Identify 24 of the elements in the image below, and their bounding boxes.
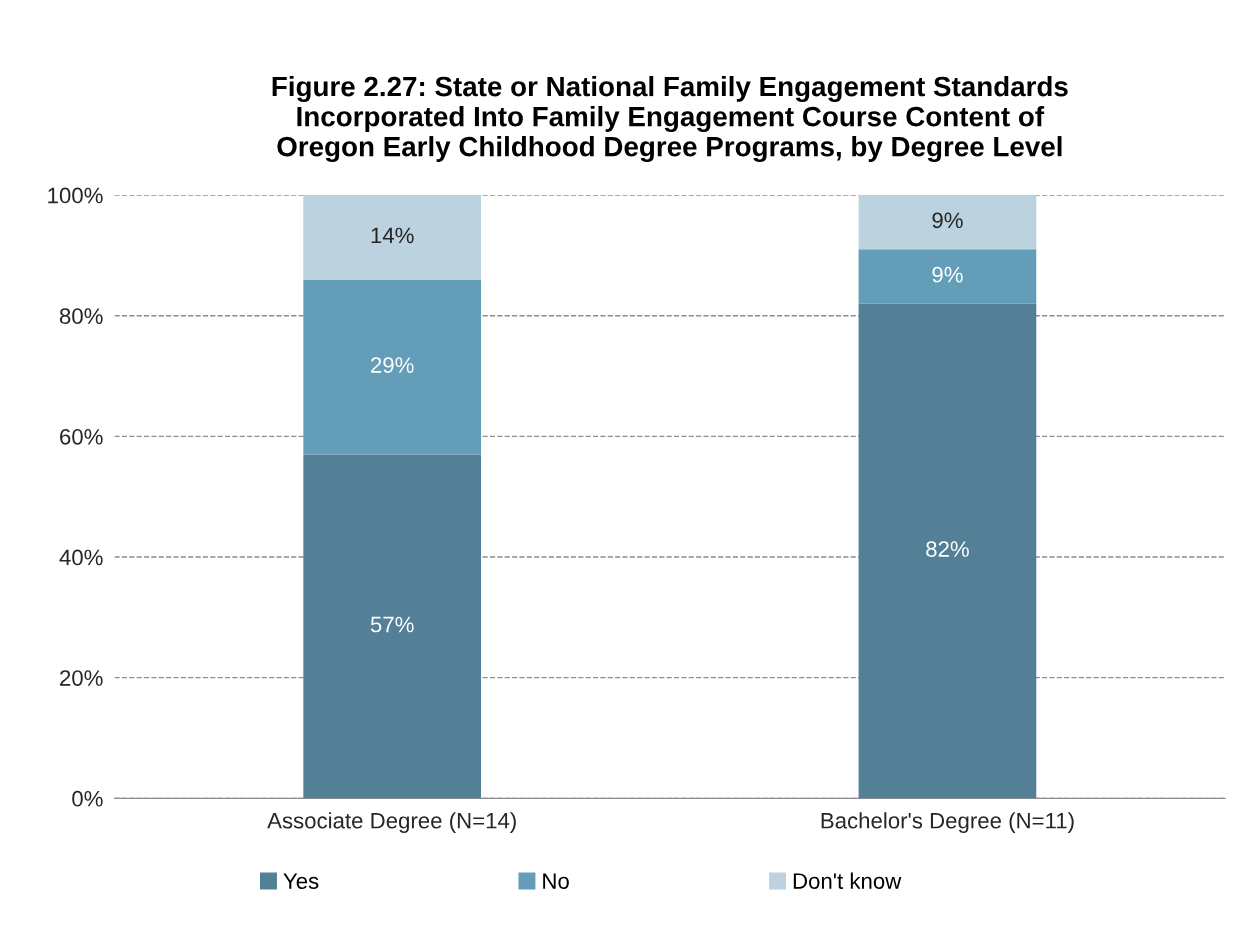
y-tick-label: 40%: [59, 549, 103, 566]
y-tick-label: 80%: [59, 308, 103, 324]
x-tick-label: Bachelor's Degree (N=11): [821, 812, 1074, 833]
bar: [303, 279, 482, 455]
data-label: 82%: [926, 541, 969, 557]
bar: [303, 195, 482, 280]
bar: [858, 195, 1037, 250]
bar: [858, 303, 1037, 799]
bar: [303, 454, 482, 799]
chart-title: Figure 2.27: State or National Family Engagement Standards Incorporated Into Family Engagement Course Content of Oregon Early Childhood Degree Programs, by Degree Level: [272, 75, 1068, 163]
data-label: 14%: [371, 227, 414, 244]
legend-label: No: [543, 873, 569, 889]
data-label: 29%: [371, 357, 414, 373]
data-label: 9%: [932, 212, 963, 229]
y-tick-label: 60%: [60, 428, 103, 445]
legend-label: Yes: [283, 873, 319, 889]
y-tick-label: 0%: [72, 790, 103, 807]
bar: [858, 249, 1037, 304]
data-label: 9%: [932, 266, 963, 283]
y-tick-label: 100%: [48, 187, 103, 204]
data-label: 57%: [370, 616, 414, 633]
x-tick-label: Associate Degree (N=14): [267, 812, 516, 833]
y-tick-label: 20%: [60, 670, 103, 686]
legend-label: Don't know: [793, 872, 902, 889]
